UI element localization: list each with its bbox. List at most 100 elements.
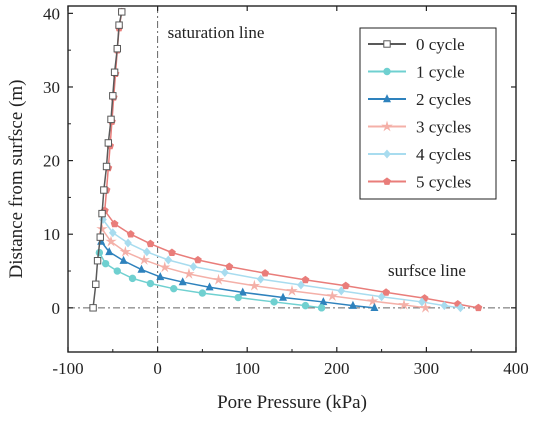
legend-label: 1 cycle bbox=[416, 63, 465, 82]
data-point bbox=[107, 115, 115, 124]
y-tick-label: 10 bbox=[43, 225, 60, 244]
data-point bbox=[337, 286, 346, 296]
legend-swatch-marker bbox=[382, 94, 392, 103]
data-point bbox=[128, 274, 137, 283]
data-point bbox=[366, 295, 379, 307]
data-point bbox=[419, 301, 432, 313]
data-point bbox=[261, 269, 270, 277]
series-1-cycle bbox=[95, 248, 326, 312]
data-point bbox=[137, 264, 146, 273]
x-tick-label: 400 bbox=[503, 359, 529, 378]
series-3-cycles bbox=[96, 222, 432, 313]
legend-label: 3 cycles bbox=[416, 118, 471, 137]
data-point bbox=[110, 68, 119, 76]
data-point bbox=[146, 279, 155, 288]
data-point bbox=[382, 288, 390, 296]
legend-label: 2 cycles bbox=[416, 90, 471, 109]
data-point bbox=[115, 21, 123, 29]
data-point bbox=[146, 239, 155, 248]
data-point bbox=[220, 268, 229, 277]
data-point bbox=[398, 298, 410, 310]
data-point bbox=[168, 248, 176, 256]
legend-box bbox=[359, 27, 497, 200]
legend-swatch-marker bbox=[383, 177, 391, 185]
data-point bbox=[156, 272, 165, 281]
data-point bbox=[286, 284, 298, 296]
legend-swatch-marker bbox=[383, 40, 391, 48]
x-tick-label: 100 bbox=[234, 359, 260, 378]
data-point bbox=[105, 235, 117, 247]
data-point bbox=[93, 257, 102, 265]
x-tick-label: 200 bbox=[324, 359, 350, 378]
legend-item: 2 cycles bbox=[368, 90, 471, 109]
y-tick-label: 20 bbox=[43, 152, 60, 171]
data-point bbox=[256, 274, 265, 284]
data-point bbox=[301, 275, 310, 284]
data-point bbox=[189, 262, 198, 272]
data-point bbox=[98, 209, 106, 218]
data-point bbox=[113, 44, 121, 53]
data-point bbox=[440, 301, 449, 311]
legend-swatch-marker bbox=[381, 120, 393, 132]
data-point bbox=[105, 247, 114, 256]
data-point bbox=[198, 289, 207, 297]
series-line bbox=[104, 210, 479, 309]
data-point bbox=[279, 292, 288, 301]
data-point bbox=[183, 267, 195, 279]
legend-swatch-marker bbox=[383, 149, 391, 159]
series-line bbox=[92, 11, 123, 308]
legend-label: 5 cycles bbox=[416, 173, 471, 192]
series-line bbox=[100, 241, 375, 309]
y-tick-label: 40 bbox=[43, 4, 60, 23]
data-point bbox=[118, 8, 126, 16]
data-point bbox=[326, 289, 339, 301]
data-point bbox=[119, 255, 128, 264]
x-tick-label: 0 bbox=[153, 359, 162, 378]
y-tick-label: 0 bbox=[52, 299, 61, 318]
surface-line-annotation: surfsce line bbox=[388, 261, 466, 280]
data-point bbox=[170, 284, 178, 293]
data-point bbox=[108, 228, 117, 238]
data-point bbox=[341, 281, 350, 290]
data-point bbox=[96, 233, 104, 241]
data-point bbox=[225, 262, 234, 270]
data-point bbox=[89, 304, 97, 312]
data-point bbox=[119, 245, 132, 257]
data-point bbox=[297, 280, 305, 290]
y-axis-label: Distance from surfsce (m) bbox=[6, 80, 27, 279]
data-point bbox=[101, 259, 110, 268]
legend-label: 0 cycle bbox=[416, 35, 465, 54]
data-point bbox=[96, 222, 108, 234]
data-point bbox=[164, 255, 173, 265]
data-point bbox=[92, 280, 100, 288]
data-point bbox=[474, 303, 483, 312]
data-point bbox=[456, 303, 465, 313]
data-point bbox=[100, 186, 108, 194]
data-point bbox=[301, 301, 310, 310]
data-point bbox=[194, 255, 202, 264]
data-point bbox=[238, 287, 247, 296]
data-point bbox=[248, 279, 261, 291]
data-point bbox=[370, 303, 379, 312]
legend-label: 4 cycles bbox=[416, 145, 471, 164]
series-0-cycle bbox=[89, 8, 126, 312]
series-4-cycles bbox=[99, 215, 465, 313]
x-tick-label: 300 bbox=[414, 359, 440, 378]
legend-item: 1 cycle bbox=[368, 63, 465, 82]
plot-content bbox=[68, 6, 516, 352]
data-point bbox=[418, 297, 426, 307]
data-point bbox=[348, 300, 357, 309]
legend-item: 4 cycles bbox=[368, 145, 471, 164]
data-point bbox=[124, 238, 132, 248]
series-line bbox=[102, 219, 461, 309]
data-point bbox=[102, 162, 111, 171]
legend-item: 5 cycles bbox=[368, 173, 471, 192]
legend: 0 cycle 1 cycle 2 cycles 3 cycles 4 cycles 5 … bbox=[359, 27, 497, 200]
x-tick-label: -100 bbox=[52, 359, 83, 378]
data-point bbox=[212, 273, 225, 285]
legend-swatch-marker bbox=[383, 67, 391, 76]
data-point bbox=[158, 261, 171, 273]
data-point bbox=[317, 304, 326, 312]
data-point bbox=[270, 298, 278, 306]
